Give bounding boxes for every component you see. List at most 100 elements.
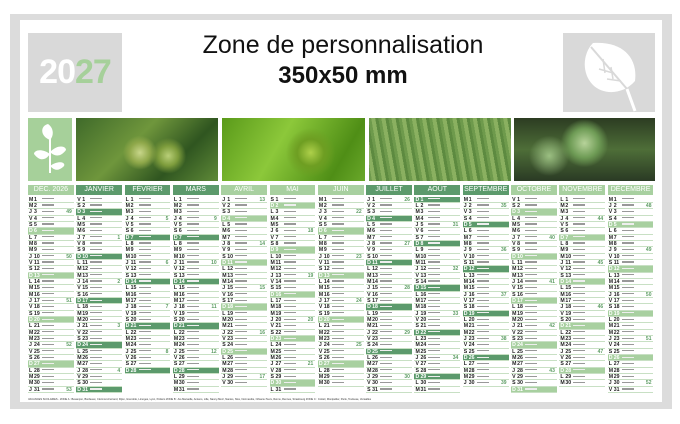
day-number: 2	[275, 202, 279, 209]
weekday-letter: D	[125, 323, 130, 330]
day-row: M 20	[511, 317, 557, 324]
weekday-letter: M	[318, 285, 324, 292]
saint-name	[90, 381, 103, 384]
day-number: 2	[372, 202, 376, 209]
day-number: 12	[178, 266, 185, 273]
weekday-letter: V	[77, 196, 81, 203]
weekday-letter: J	[512, 278, 515, 285]
day-row: M 12	[511, 266, 557, 273]
day-row: D 30	[269, 380, 316, 387]
weekday-letter: J	[608, 247, 612, 254]
weekday-letter: L	[415, 202, 419, 209]
day-row: J 22 16	[221, 330, 268, 337]
weekday-letter: M	[125, 342, 130, 349]
weekday-letter: S	[125, 228, 130, 235]
day-number: 18	[82, 304, 89, 311]
day-row: L 30	[414, 380, 461, 387]
day-number: 15	[82, 285, 89, 292]
weekday-letter: V	[125, 221, 130, 228]
month-header: MAI	[269, 185, 316, 195]
saint-name	[42, 267, 54, 269]
day-row: S 28	[414, 367, 461, 375]
day-number: 25	[227, 348, 233, 355]
saint-name	[621, 356, 634, 358]
weekday-letter: M	[125, 291, 130, 298]
saint-name	[42, 236, 54, 238]
weekday-letter: M	[318, 374, 324, 381]
saint-name	[525, 210, 538, 212]
saint-name	[235, 369, 248, 371]
day-row: D 13	[28, 272, 74, 279]
weekday-letter: M	[463, 323, 469, 330]
day-number: 24	[468, 342, 475, 349]
day-number: 30	[517, 380, 523, 387]
day-number: 1	[613, 196, 617, 203]
day-row: V 24	[462, 342, 509, 349]
weekday-letter: M	[222, 361, 227, 368]
day-number: 16	[323, 291, 330, 298]
day-row: M 27	[511, 361, 557, 368]
day-number: 27	[517, 361, 523, 368]
saint-name	[331, 204, 344, 206]
weekday-letter: M	[173, 336, 179, 343]
saint-name	[283, 305, 296, 308]
day-number: 4	[468, 215, 472, 222]
day-number: 6	[468, 228, 472, 235]
saint-name	[90, 204, 103, 206]
weekday-letter: L	[318, 367, 323, 374]
day-row: L 22	[559, 329, 606, 337]
weekday-letter: J	[29, 386, 32, 393]
day-row: V 25	[28, 349, 74, 356]
saint-name	[138, 305, 151, 308]
day-number: 28	[420, 367, 427, 374]
saint-name	[573, 375, 586, 377]
saint-name	[90, 318, 103, 320]
saint-name	[476, 375, 489, 377]
day-number: 20	[34, 317, 40, 324]
weekday-letter: M	[367, 367, 372, 374]
month-header: MARS	[172, 185, 219, 195]
saint-name	[331, 324, 344, 327]
day-row: M 10	[559, 254, 606, 260]
day-row: L 11	[511, 260, 557, 267]
weekday-letter: J	[173, 348, 177, 355]
weekday-letter: S	[512, 336, 516, 343]
day-number: 9	[468, 247, 472, 254]
day-number: 18	[420, 304, 427, 311]
day-number: 9	[227, 247, 231, 254]
day-row: M 28	[462, 368, 509, 375]
weekday-letter: M	[77, 221, 82, 228]
day-number: 7	[565, 234, 569, 241]
day-row: M 30	[172, 380, 219, 387]
weekday-letter: D	[77, 253, 82, 260]
weekday-letter: J	[270, 317, 274, 324]
saint-name	[525, 267, 538, 269]
day-number: 7	[178, 234, 182, 241]
weekday-letter: L	[608, 228, 612, 235]
day-row: V 18	[28, 304, 74, 311]
saint-name	[186, 312, 199, 314]
weekday-letter: J	[125, 259, 129, 266]
day-number: 27	[275, 361, 282, 368]
customization-zone: Zone de personnalisation 350x50 mm	[130, 30, 556, 92]
day-row: V 23	[221, 336, 268, 343]
day-row: J 29 17	[221, 374, 268, 381]
weekday-letter: V	[512, 329, 516, 336]
day-row: M 22	[28, 330, 74, 337]
day-number: 7	[613, 234, 617, 241]
day-number: 22	[82, 329, 89, 336]
saint-name	[380, 255, 393, 257]
saint-name	[525, 299, 538, 301]
weekday-letter: L	[560, 329, 564, 336]
weekday-letter: M	[608, 323, 614, 330]
saint-name	[331, 242, 344, 244]
day-row: S 21	[414, 323, 461, 330]
saint-name	[90, 350, 103, 352]
weekday-letter: S	[270, 196, 274, 203]
day-row: S 12	[317, 266, 364, 273]
saint-name	[525, 375, 538, 377]
